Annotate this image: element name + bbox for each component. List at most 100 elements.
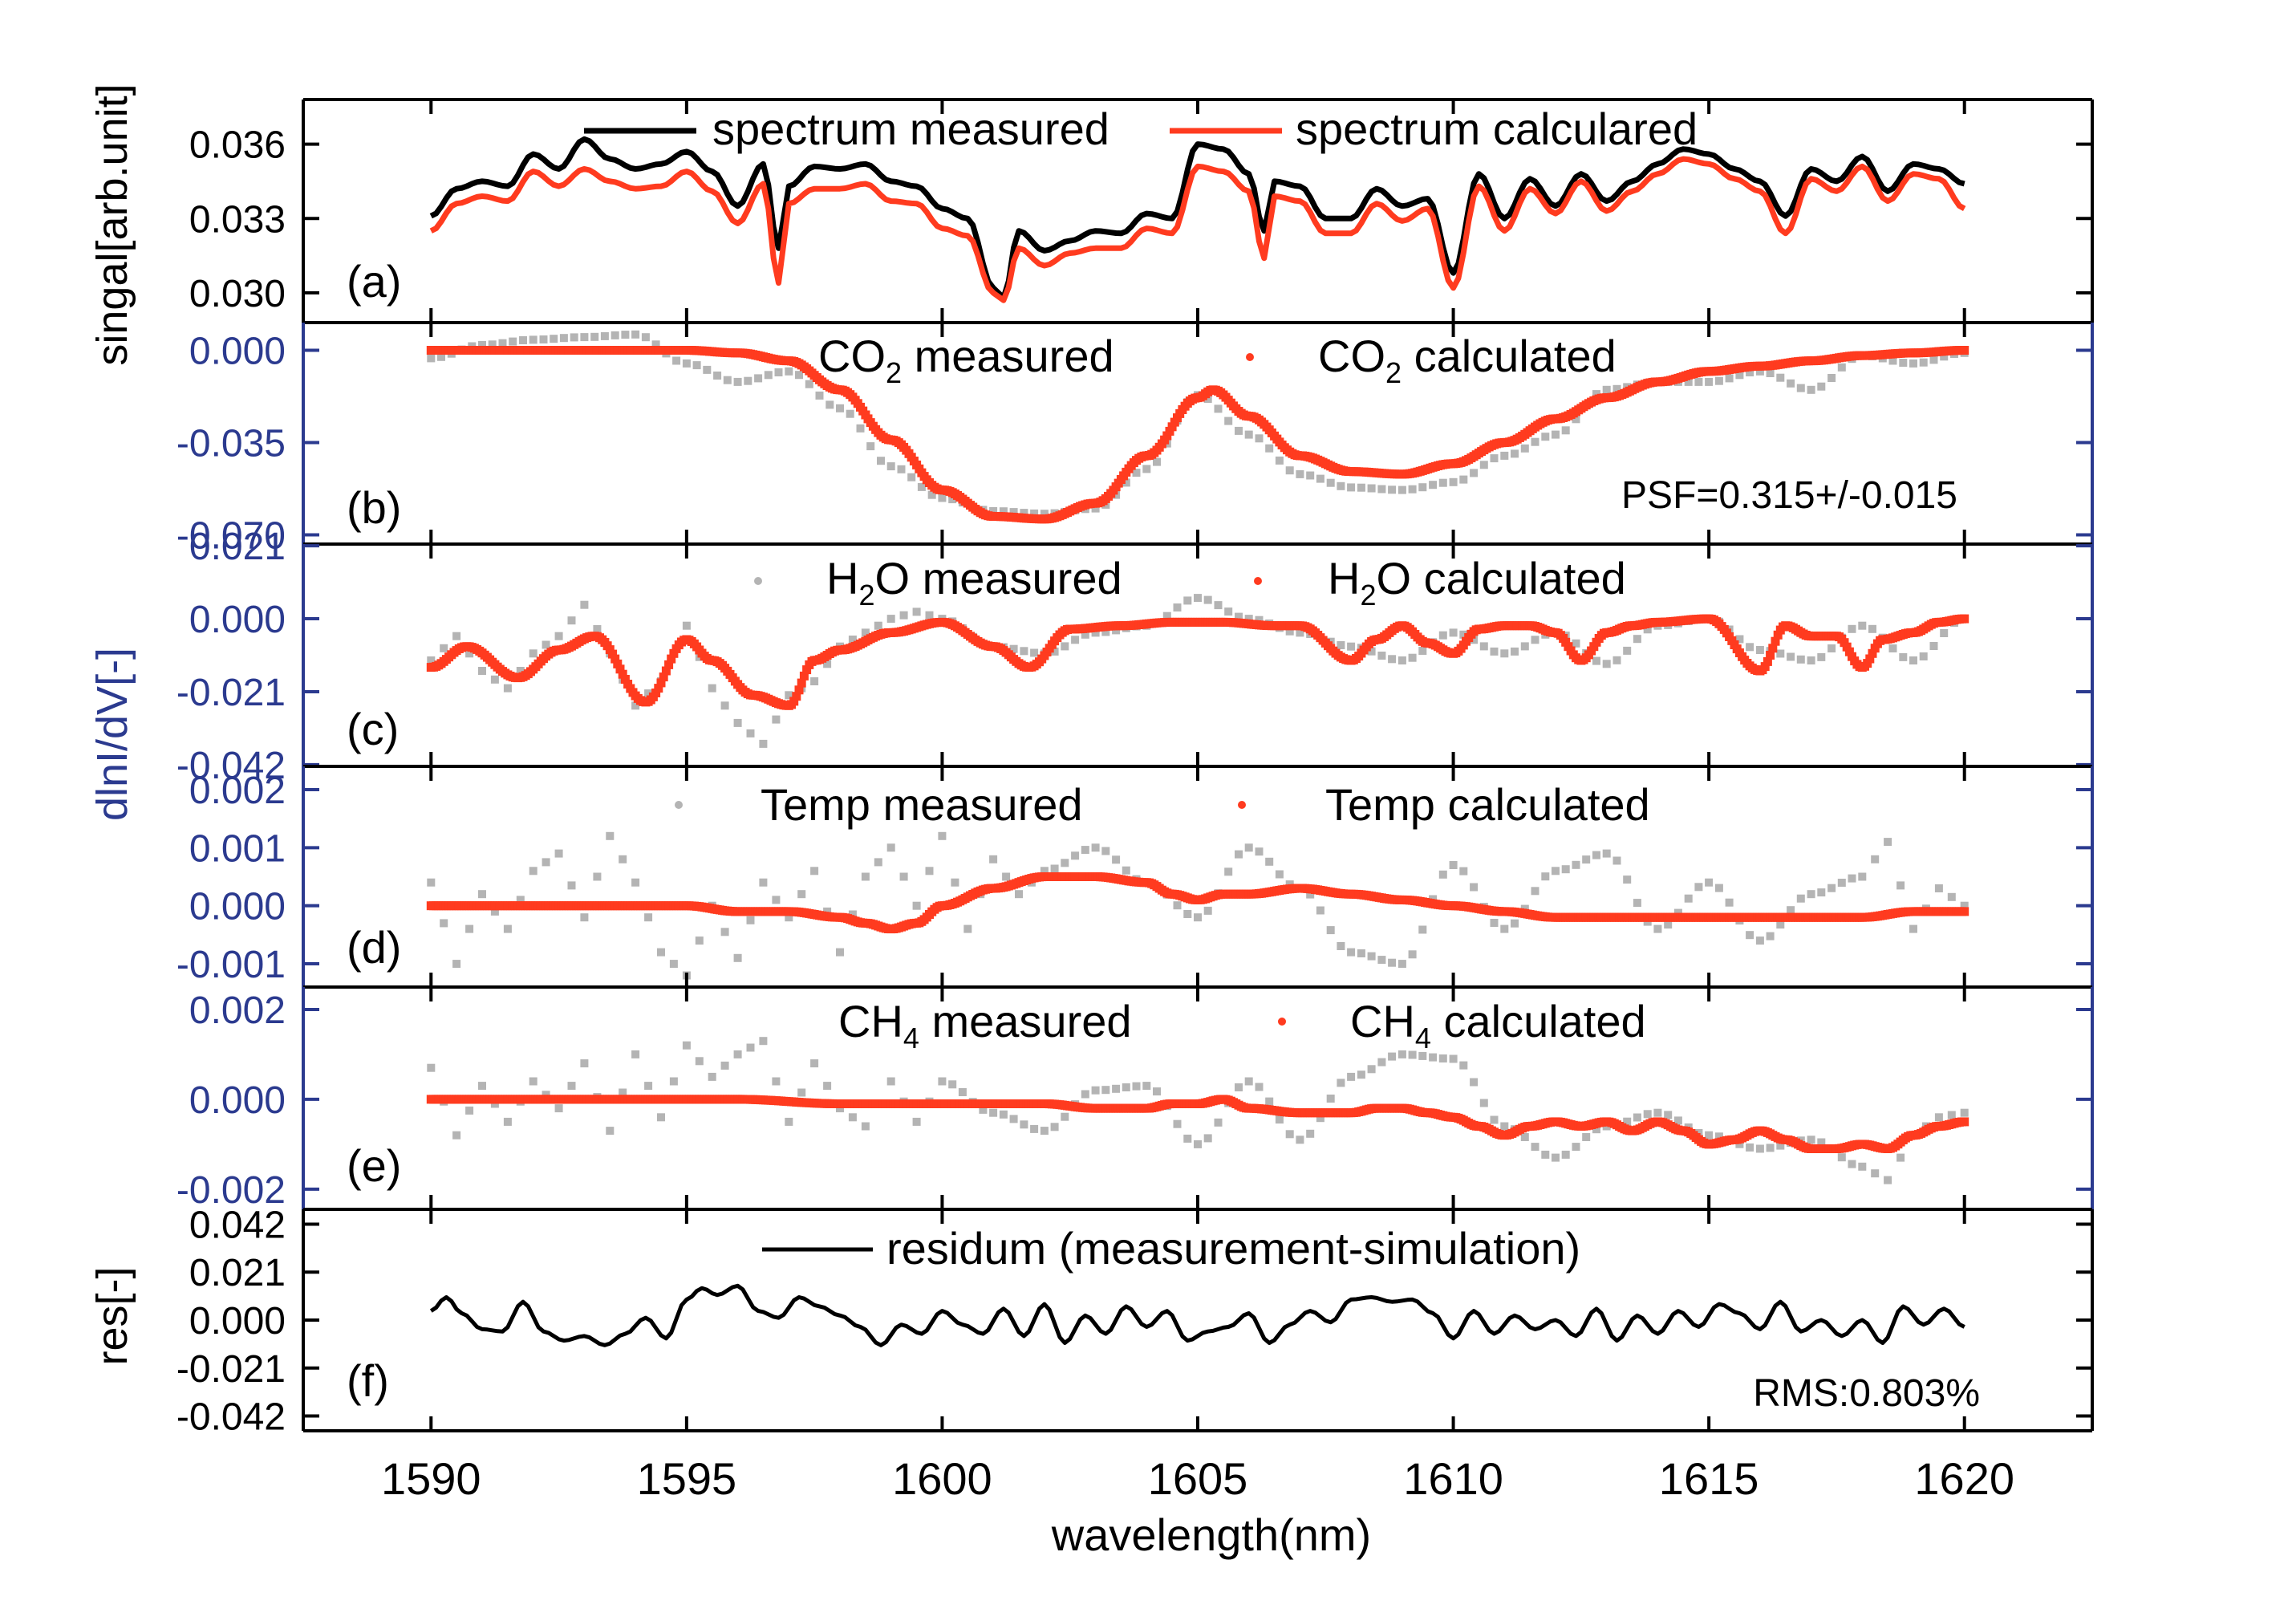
data-point — [899, 872, 908, 881]
panel-label-a: (a) — [347, 256, 401, 307]
data-point — [1255, 847, 1264, 856]
y-tick-label: 0.000 — [189, 1079, 286, 1122]
data-point — [654, 684, 663, 693]
data-point — [1787, 379, 1795, 388]
data-point — [656, 678, 666, 688]
data-point — [1755, 1144, 1764, 1153]
data-point — [1612, 656, 1621, 664]
data-point — [1194, 1140, 1202, 1148]
data-point — [886, 843, 895, 852]
data-point — [1408, 485, 1417, 494]
data-point — [1746, 368, 1754, 376]
data-point — [1173, 1119, 1182, 1128]
data-point — [927, 490, 936, 499]
data-point — [1418, 1051, 1427, 1060]
data-point — [823, 907, 832, 916]
data-point — [963, 924, 972, 933]
data-point — [1934, 1113, 1943, 1122]
data-point — [938, 831, 947, 840]
data-point — [703, 365, 712, 374]
legend-label-temp-measured: Temp measured — [761, 779, 1083, 830]
data-point — [1858, 1162, 1867, 1171]
data-point — [1081, 1090, 1089, 1099]
data-point — [1705, 878, 1714, 887]
data-point — [539, 335, 548, 343]
data-point — [659, 672, 668, 682]
data-point — [1316, 1114, 1324, 1123]
data-point — [427, 1063, 436, 1072]
data-point — [1173, 603, 1182, 611]
data-point — [427, 354, 436, 363]
data-point — [1592, 851, 1600, 859]
data-point — [1235, 612, 1243, 621]
data-point — [1397, 1050, 1406, 1058]
data-point — [1081, 630, 1089, 639]
data-point — [1776, 1141, 1785, 1150]
data-point — [1896, 881, 1905, 890]
data-point — [1837, 879, 1846, 887]
data-point — [440, 919, 448, 928]
data-point — [1377, 652, 1386, 660]
data-point — [1337, 641, 1345, 649]
data-point — [631, 330, 640, 339]
data-point — [1071, 636, 1080, 644]
data-point — [810, 867, 819, 876]
data-point — [1112, 1084, 1121, 1093]
data-point — [1459, 867, 1468, 876]
data-point — [1061, 642, 1069, 651]
data-point — [979, 1105, 988, 1114]
data-point — [917, 482, 926, 491]
legend-label-h2o-calculated: H2O calculated — [1328, 553, 1626, 611]
panel-label-f: (f) — [347, 1355, 389, 1406]
data-point — [999, 507, 1008, 516]
data-point — [823, 1082, 832, 1091]
data-point — [619, 1088, 627, 1097]
data-point — [1296, 628, 1304, 637]
data-point — [1817, 382, 1826, 391]
data-point — [1643, 625, 1652, 634]
data-point — [1479, 642, 1488, 651]
data-point — [1552, 430, 1560, 439]
data-point — [1357, 483, 1365, 492]
data-point — [651, 689, 661, 697]
data-point — [826, 400, 834, 409]
data-point — [856, 424, 865, 433]
data-point — [613, 659, 623, 668]
data-point — [1009, 508, 1018, 517]
data-point — [1653, 1108, 1662, 1117]
data-point — [682, 1041, 691, 1050]
data-point — [631, 701, 640, 710]
x-tick-label: 1590 — [381, 1453, 481, 1504]
data-point — [1909, 924, 1917, 933]
data-point — [1766, 1144, 1775, 1152]
panel-f: 0.042 0.021 0.000 -0.021 -0.042 — [176, 1204, 2094, 1439]
data-point — [789, 697, 799, 706]
legend-label-co2-measured: CO2 measured — [818, 331, 1114, 389]
data-point — [1896, 1153, 1905, 1162]
data-point — [1848, 1160, 1856, 1168]
data-point — [1470, 883, 1479, 892]
data-point — [529, 1077, 537, 1086]
data-point — [1112, 490, 1121, 499]
data-point — [1244, 843, 1253, 852]
data-point — [1653, 924, 1662, 933]
data-point — [1919, 358, 1928, 367]
data-point — [1388, 655, 1397, 664]
data-point — [1684, 377, 1693, 386]
data-point — [529, 335, 537, 344]
data-point — [1960, 901, 1969, 910]
data-point — [861, 1122, 870, 1131]
data-point — [1235, 850, 1243, 859]
data-point — [785, 691, 793, 700]
data-point — [695, 1057, 704, 1066]
data-point — [877, 457, 885, 465]
data-point — [1183, 596, 1192, 605]
data-point — [1367, 952, 1376, 961]
data-point — [1735, 1140, 1744, 1148]
data-point — [1377, 956, 1386, 965]
data-point — [1490, 919, 1499, 927]
data-point — [1868, 648, 1877, 658]
data-point — [759, 878, 768, 887]
data-point — [1438, 1054, 1447, 1062]
